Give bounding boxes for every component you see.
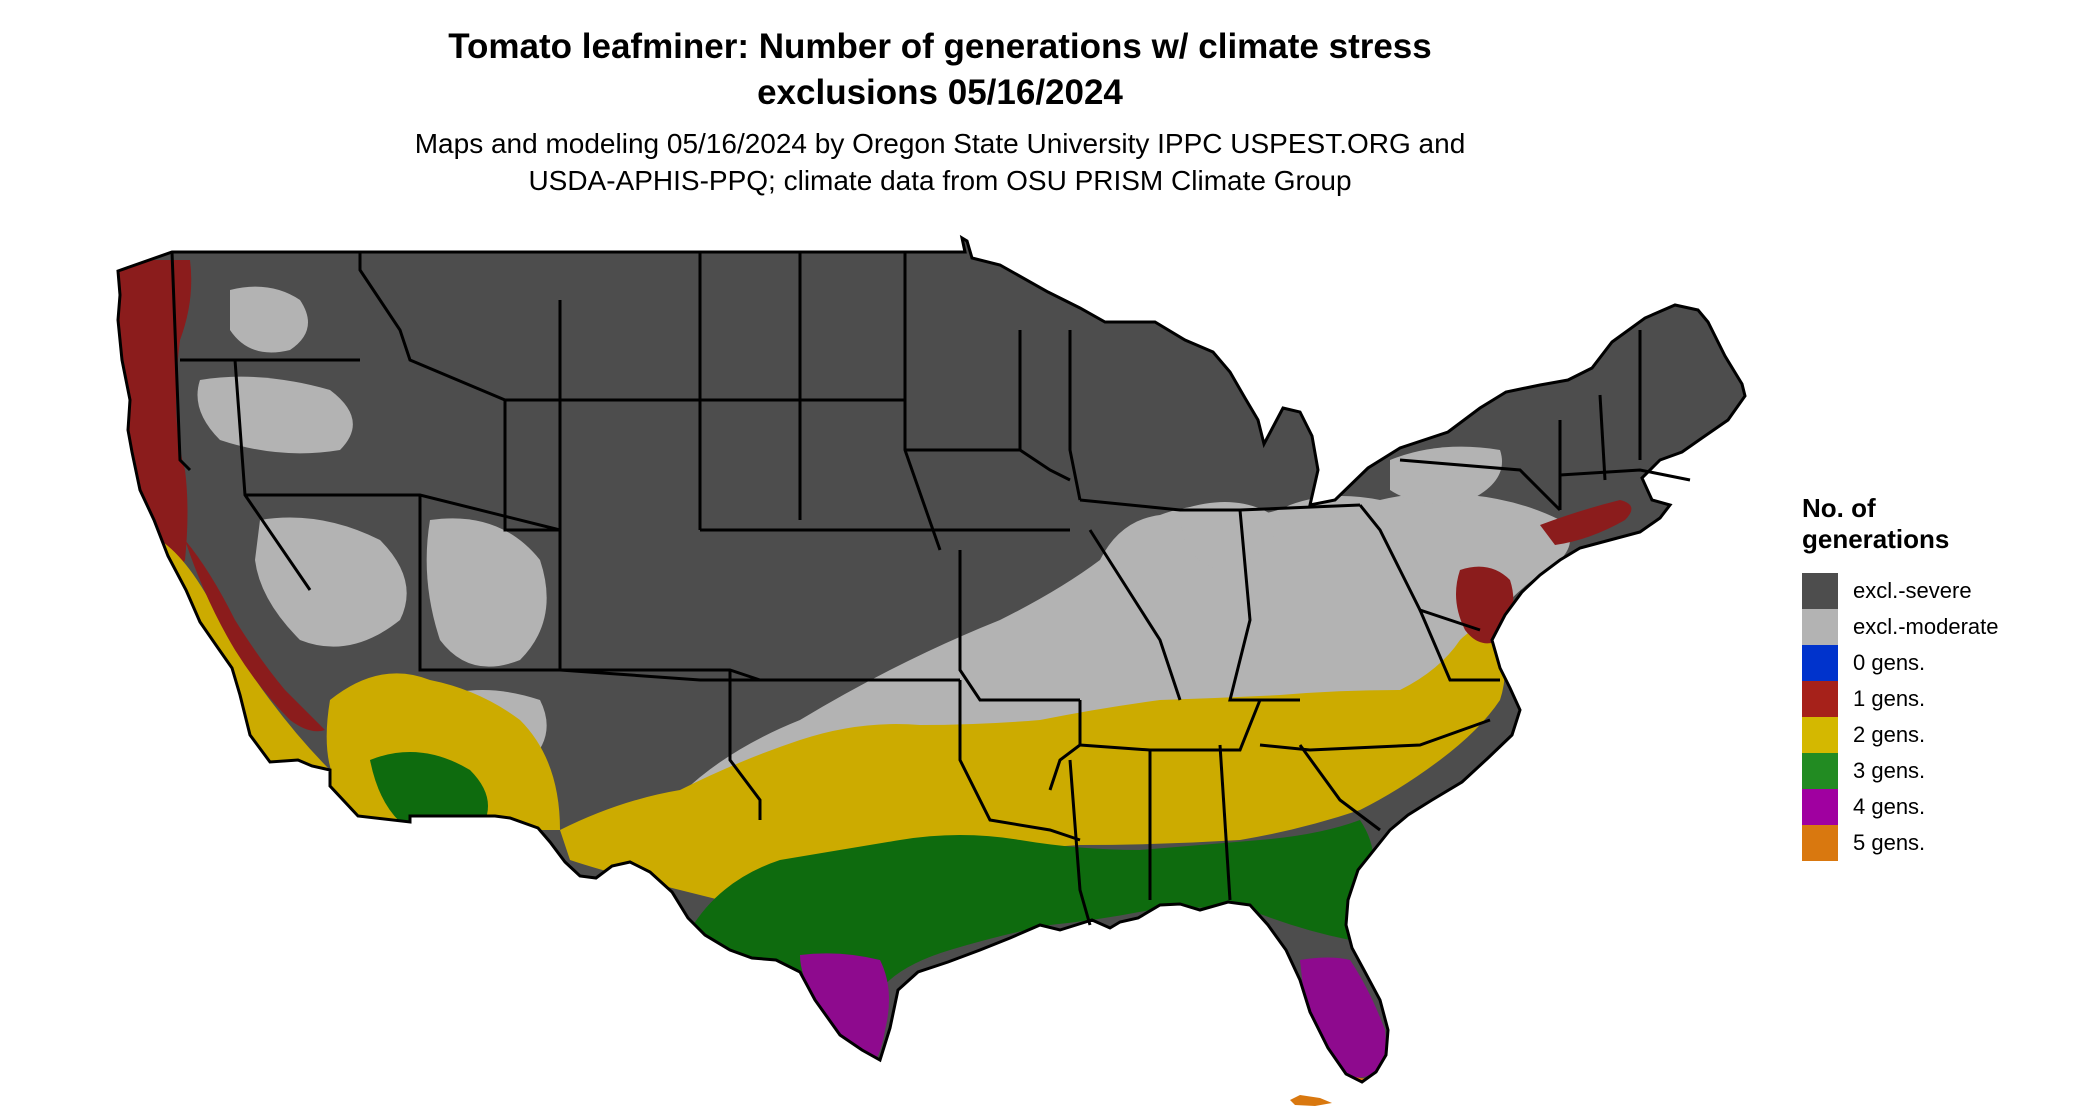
zone-1-gen-ny-ct <box>1540 500 1632 545</box>
florida-keys <box>1290 1095 1332 1106</box>
zone-excl-moderate-west-1 <box>230 286 308 353</box>
legend-item-excl-moderate: excl.-moderate <box>1802 609 2092 645</box>
legend-title: No. of generations <box>1802 493 2092 555</box>
zone-4-gen-texas <box>800 953 889 1065</box>
legend-label-2-gens: 2 gens. <box>1853 722 1926 747</box>
generation-zones <box>118 238 1745 1082</box>
subtitle-line-2: USDA-APHIS-PPQ; climate data from OSU PR… <box>528 165 1352 196</box>
us-generations-map <box>116 236 1747 1106</box>
zone-2-gen-south <box>560 626 1505 904</box>
legend-title-line-2: generations <box>1802 524 1950 554</box>
subtitle-line-1: Maps and modeling 05/16/2024 by Oregon S… <box>414 128 1466 159</box>
legend-item-4-gens: 4 gens. <box>1802 789 2092 825</box>
legend-swatch-0-gens <box>1802 645 1838 681</box>
zone-excl-moderate-west-4 <box>426 518 547 667</box>
legend-item-5-gens: 5 gens. <box>1802 825 2092 861</box>
legend-swatch-1-gens <box>1802 681 1838 717</box>
legend-item-excl-severe: excl.-severe <box>1802 573 2092 609</box>
legend-swatch-2-gens <box>1802 717 1838 753</box>
legend-label-0-gens: 0 gens. <box>1853 650 1926 675</box>
legend-swatch-5-gens <box>1802 825 1838 861</box>
legend-label-5-gens: 5 gens. <box>1853 830 1926 855</box>
zone-1-gen-west-coast <box>118 260 192 580</box>
title-line-1: Tomato leafminer: Number of generations … <box>448 27 1432 66</box>
legend-swatch-4-gens <box>1802 789 1838 825</box>
legend-title-line-1: No. of <box>1802 493 1876 523</box>
zone-1-gen-ca-edge <box>185 540 325 732</box>
legend-label-excl-severe: excl.-severe <box>1853 578 1972 603</box>
map-subtitle: Maps and modeling 05/16/2024 by Oregon S… <box>0 125 1880 199</box>
legend-swatch-3-gens <box>1802 753 1838 789</box>
legend-item-1-gens: 1 gens. <box>1802 681 2092 717</box>
legend-label-3-gens: 3 gens. <box>1853 758 1926 783</box>
zone-excl-moderate-ohio <box>1180 502 1280 570</box>
legend-label-1-gens: 1 gens. <box>1853 686 1926 711</box>
zone-4-gen-florida <box>1300 957 1386 1078</box>
state-boundaries <box>116 236 1747 1084</box>
zone-3-gen-arizona <box>370 752 488 830</box>
legend-swatch-excl-severe <box>1802 573 1838 609</box>
legend-swatch-excl-moderate <box>1802 609 1838 645</box>
zone-3-gen-gulf <box>690 820 1374 995</box>
map-legend: No. of generations excl.-severe excl.-mo… <box>1802 493 2092 861</box>
map-title: Tomato leafminer: Number of generations … <box>0 24 1880 116</box>
legend-label-excl-moderate: excl.-moderate <box>1853 614 1999 639</box>
zone-excl-moderate-central <box>650 493 1570 830</box>
legend-item-2-gens: 2 gens. <box>1802 717 2092 753</box>
legend-item-0-gens: 0 gens. <box>1802 645 2092 681</box>
zone-excl-moderate-west-3 <box>255 517 407 647</box>
legend-item-3-gens: 3 gens. <box>1802 753 2092 789</box>
title-line-2: exclusions 05/16/2024 <box>757 73 1123 112</box>
legend-label-4-gens: 4 gens. <box>1853 794 1926 819</box>
